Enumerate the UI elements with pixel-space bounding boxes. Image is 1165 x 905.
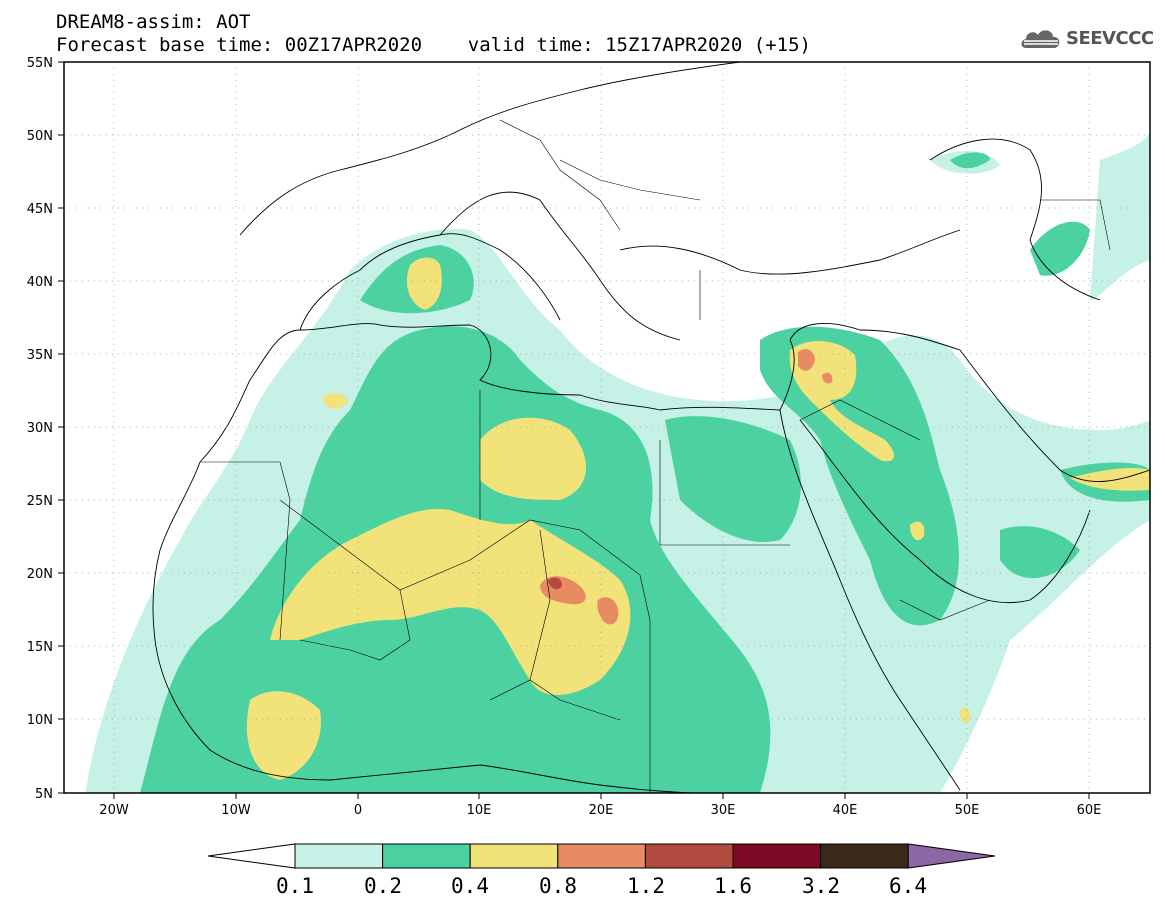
lat-label: 45N xyxy=(27,202,53,217)
latitude-labels: 55N 50N 45N 40N 35N 30N 25N 20N 15N 10N … xyxy=(27,56,53,802)
lon-label: 50E xyxy=(955,803,980,818)
lat-label: 10N xyxy=(27,713,53,728)
lon-label: 10E xyxy=(467,803,492,818)
lon-label: 20W xyxy=(99,803,129,818)
lat-label: 25N xyxy=(27,494,53,509)
seevccc-logo: SEEVCCC xyxy=(1018,22,1154,56)
lon-label: 20E xyxy=(589,803,614,818)
lon-label: 30E xyxy=(711,803,736,818)
lat-label: 30N xyxy=(27,421,53,436)
coastlines xyxy=(152,62,1150,793)
country-borders xyxy=(200,119,1111,793)
cloud-icon xyxy=(1021,30,1060,48)
map-title: DREAM8-assim: AOT xyxy=(56,11,251,33)
lat-label: 35N xyxy=(27,348,53,363)
lon-label: 10W xyxy=(221,803,251,818)
lat-label: 20N xyxy=(27,567,53,582)
longitude-labels: 20W 10W 0 10E 20E 30E 40E 50E 60E xyxy=(99,803,1101,818)
lon-label: 60E xyxy=(1077,803,1102,818)
lon-label: 0 xyxy=(354,803,362,818)
lat-label: 50N xyxy=(27,129,53,144)
aot-field xyxy=(86,130,1150,793)
aot-contour-0.8 xyxy=(540,349,833,625)
aot-contour-1.2 xyxy=(548,577,562,590)
aot-contour-0.4 xyxy=(246,257,1150,780)
lon-label: 40E xyxy=(833,803,858,818)
logo-text: SEEVCCC xyxy=(1066,28,1154,49)
lat-label: 55N xyxy=(27,56,53,71)
graticule xyxy=(64,62,1150,793)
forecast-time-subtitle: Forecast base time: 00Z17APR2020 valid t… xyxy=(56,34,811,56)
map-ticks xyxy=(58,61,1090,799)
lat-label: 5N xyxy=(35,787,53,802)
lat-label: 40N xyxy=(27,275,53,290)
lat-label: 15N xyxy=(27,640,53,655)
